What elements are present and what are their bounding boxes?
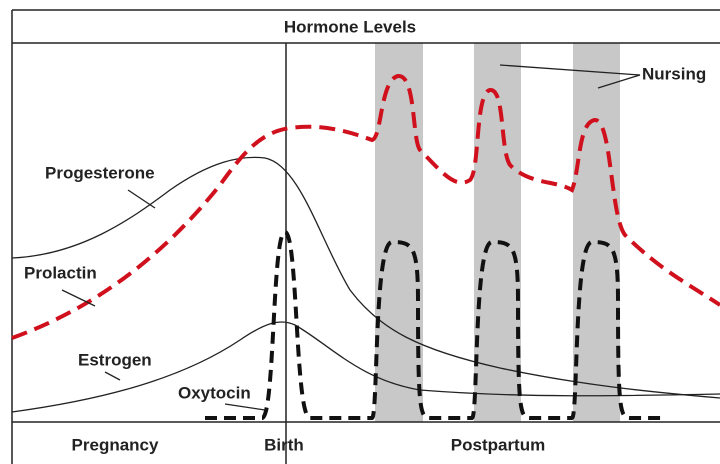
phase-label: Pregnancy: [72, 435, 159, 454]
curve-label: Estrogen: [78, 350, 152, 369]
title: Hormone Levels: [284, 17, 416, 36]
curve-label: Progesterone: [45, 163, 155, 182]
leader-line: [61, 289, 96, 307]
leader-line: [127, 189, 156, 209]
leader-line: [104, 371, 121, 381]
curve-label: Oxytocin: [178, 383, 251, 402]
oxytocin-curve: [205, 229, 662, 420]
leader-line: [499, 64, 641, 76]
leader-line: [597, 74, 641, 89]
progesterone-curve: [11, 156, 720, 399]
phase-label: Birth: [264, 435, 304, 454]
nursing-band: [573, 43, 620, 422]
leader-line: [224, 403, 266, 411]
nursing-band: [375, 43, 423, 422]
annotation: Nursing: [642, 64, 706, 83]
curve-label: Prolactin: [24, 263, 97, 282]
prolactin-curve: [11, 74, 720, 340]
phase-label: Postpartum: [451, 435, 545, 454]
estrogen-curve: [11, 321, 720, 413]
